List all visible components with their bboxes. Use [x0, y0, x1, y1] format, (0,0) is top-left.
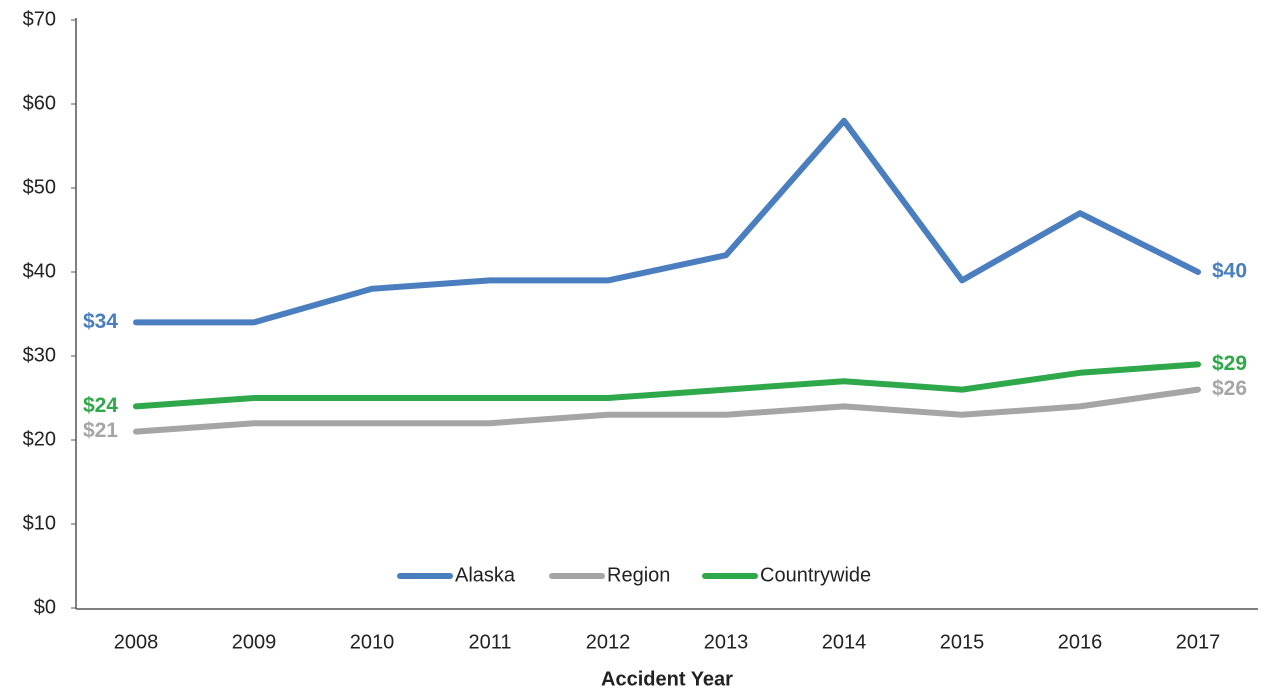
- legend-label: Countrywide: [760, 564, 871, 586]
- legend-label: Alaska: [455, 564, 516, 586]
- x-tick-label: 2008: [114, 631, 159, 653]
- y-tick-label: $20: [23, 428, 56, 450]
- data-label: $29: [1212, 352, 1247, 375]
- x-tick-label: 2009: [232, 631, 277, 653]
- data-label: $24: [83, 394, 118, 417]
- data-label: $40: [1212, 260, 1247, 283]
- x-tick-label: 2011: [468, 631, 511, 653]
- x-tick-label: 2015: [940, 631, 985, 653]
- y-tick-label: $40: [23, 260, 56, 282]
- y-tick-label: $10: [23, 512, 56, 534]
- x-tick-label: 2014: [822, 631, 867, 653]
- data-label: $34: [83, 310, 118, 333]
- x-tick-label: 2010: [350, 631, 395, 653]
- x-tick-label: 2013: [704, 631, 749, 653]
- data-label: $26: [1212, 377, 1247, 400]
- legend-label: Region: [607, 564, 670, 586]
- y-tick-label: $50: [23, 176, 56, 198]
- series-line: [133, 386, 1201, 435]
- y-tick-label: $0: [34, 596, 56, 618]
- y-tick-label: $30: [23, 344, 56, 366]
- x-axis-label: Accident Year: [601, 668, 733, 690]
- x-tick-label: 2012: [586, 631, 631, 653]
- x-tick-label: 2016: [1058, 631, 1103, 653]
- y-tick-label: $60: [23, 92, 56, 114]
- y-tick-label: $70: [23, 8, 56, 30]
- x-tick-label: 2017: [1176, 631, 1221, 653]
- series-line: [133, 361, 1201, 410]
- data-label: $21: [83, 419, 118, 442]
- series-line: [133, 117, 1201, 326]
